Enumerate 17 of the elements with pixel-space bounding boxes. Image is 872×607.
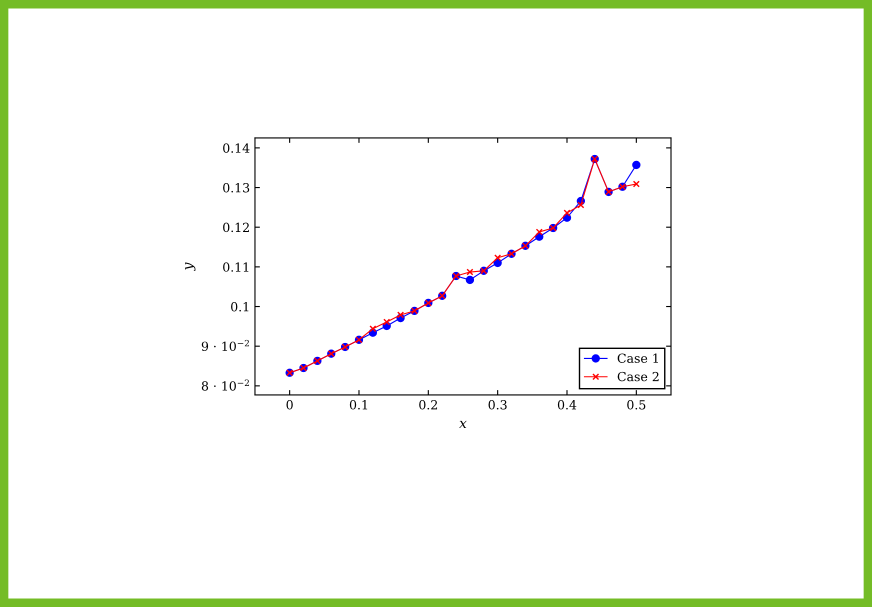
y-tick-label: 0.13 (223, 183, 250, 192)
y-tick-label: 9 · 10$^{−2}$ (202, 340, 249, 352)
x-tick-label: 0.2 (419, 400, 438, 410)
x-tick-label: 0.4 (558, 400, 576, 410)
y-tick-label: 8 · 10$^{−2}$ (202, 379, 249, 391)
y-tick-label: 0.1 (231, 302, 248, 312)
x-axis-title: x (459, 420, 467, 428)
x-tick-label: 0 (286, 400, 293, 410)
legend-label: Case 2 (618, 372, 659, 382)
y-tick-label: 0.14 (223, 143, 250, 153)
x-tick-label: 0.5 (627, 400, 646, 410)
legend-label: Case 1 (618, 354, 658, 363)
y-axis-title: y (185, 262, 196, 271)
y-tick-label: 0.11 (223, 262, 248, 272)
x-tick-label: 0.3 (488, 400, 507, 410)
x-tick-label: 0.1 (350, 400, 368, 410)
y-tick-label: 0.12 (223, 222, 249, 232)
